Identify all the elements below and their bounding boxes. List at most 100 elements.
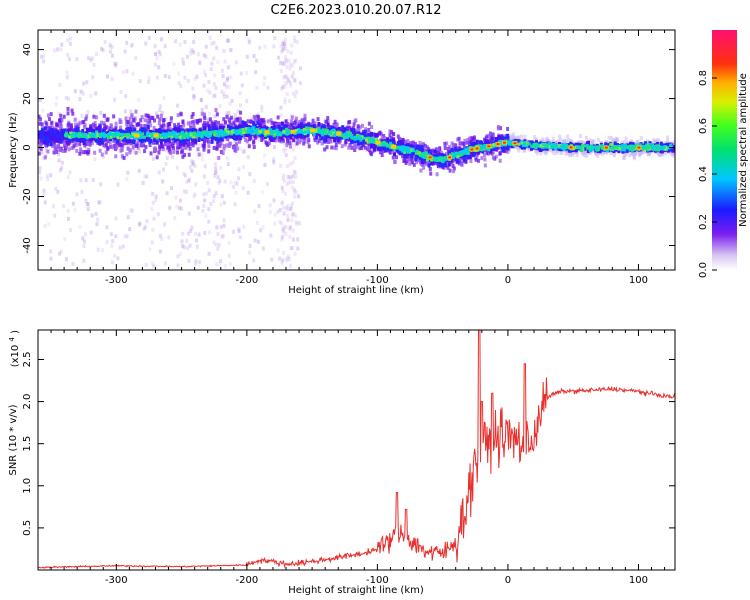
spectrogram-noise-cell — [87, 56, 91, 61]
spectrogram-cell — [447, 147, 451, 152]
spectrogram-cell — [452, 148, 456, 153]
spectrogram-noise-cell — [41, 156, 45, 161]
spectrogram-cell — [487, 134, 491, 139]
spectrogram-cell — [143, 118, 147, 123]
spectrogram-cell — [44, 120, 48, 125]
spectrogram-cell — [278, 134, 282, 139]
spectrogram-noise-cell — [191, 86, 195, 91]
spectrogram-cell — [126, 127, 130, 132]
spectrogram-cell — [159, 113, 163, 118]
spectrogram-cell — [430, 161, 434, 166]
spectrogram-noise-cell — [266, 85, 270, 90]
spectrogram-noise-cell — [97, 200, 101, 205]
spectrogram-noise-cell — [292, 189, 296, 194]
spectrogram-noise-cell — [101, 48, 105, 53]
spectrogram-cell — [299, 133, 303, 138]
spectrogram-cell — [474, 142, 478, 147]
spectrogram-cell — [176, 113, 180, 118]
spectrogram-noise-cell — [287, 78, 291, 83]
spectrogram-cell — [353, 119, 357, 124]
spectrogram-cell — [299, 138, 303, 143]
spectrogram-cell — [87, 150, 91, 155]
spectrogram-cell — [366, 147, 370, 152]
spectrogram-cell — [427, 163, 431, 168]
spectrogram-noise-cell — [236, 176, 240, 181]
spectrogram-noise-cell — [212, 240, 216, 245]
spectrogram-noise-cell — [280, 235, 284, 240]
spectrogram-cell — [191, 120, 195, 125]
spectrogram-cell — [47, 139, 51, 144]
spectrogram-cell — [306, 140, 310, 145]
spectrogram-cell — [440, 163, 444, 168]
spectrogram-cell — [158, 146, 162, 151]
spectrogram-noise-cell — [233, 180, 237, 185]
spectrogram-cell — [418, 146, 422, 151]
spectrogram-noise-cell — [282, 43, 286, 48]
spectrogram-noise-cell — [297, 194, 301, 199]
spectrogram-noise-cell — [212, 82, 216, 87]
spectrogram-noise-cell — [269, 233, 273, 238]
spectrogram-noise-cell — [291, 211, 295, 216]
spectrogram-noise-cell — [228, 48, 232, 53]
spectrogram-cell — [328, 138, 332, 143]
spectrogram-cell — [353, 148, 357, 153]
spectrogram-cell — [215, 145, 219, 150]
spectrogram-cell — [166, 141, 170, 146]
spectrogram-cell — [560, 150, 564, 155]
spectrogram-noise-cell — [176, 263, 180, 268]
spectrogram-cell — [201, 123, 205, 128]
spectrogram-noise-cell — [281, 258, 285, 263]
spectrogram-noise-cell — [293, 170, 297, 175]
spectrogram-cell — [236, 146, 240, 151]
spectrogram-noise-cell — [46, 177, 50, 182]
spectrogram-cell — [38, 133, 41, 138]
spectrogram-noise-cell — [262, 81, 266, 86]
spectrogram-cell — [462, 158, 466, 163]
spectrogram-noise-cell — [75, 192, 79, 197]
spectrogram-cell — [323, 138, 327, 143]
spectrogram-cell — [181, 119, 185, 124]
spectrogram-cell — [136, 145, 140, 150]
spectrogram-noise-cell — [192, 50, 196, 55]
spectrogram-cell — [238, 138, 242, 143]
spectrogram-noise-cell — [270, 257, 274, 262]
spectrogram-noise-cell — [281, 226, 285, 231]
spectrogram-cell — [539, 151, 543, 156]
spectrogram-cell — [96, 129, 100, 134]
spectrogram-cell — [49, 142, 53, 147]
spectrogram-noise-cell — [207, 251, 211, 256]
spectrogram-cell — [38, 151, 41, 156]
spectrogram-cell — [410, 154, 414, 159]
spectrogram-cell — [639, 150, 643, 155]
spectrogram-noise-cell — [89, 93, 93, 98]
spectrogram-cell — [427, 160, 431, 165]
spectrogram-noise-cell — [202, 203, 206, 208]
spectrogram-cell — [200, 111, 204, 116]
spectrogram-noise-cell — [137, 222, 141, 227]
spectrogram-noise-cell — [288, 206, 292, 211]
spectrogram-cell — [234, 148, 238, 153]
spectrogram-noise-cell — [108, 49, 112, 54]
spectrogram-cell — [337, 127, 341, 132]
spectrogram-noise-cell — [156, 212, 160, 217]
spectrogram-noise-cell — [155, 56, 159, 61]
spectrogram-noise-cell — [241, 186, 245, 191]
spectrogram-noise-cell — [296, 246, 300, 251]
spectrogram-noise-cell — [116, 182, 120, 187]
spectrogram-cell — [103, 123, 107, 128]
spectrogram-noise-cell — [283, 141, 287, 146]
spectrogram-noise-cell — [145, 219, 149, 224]
spectrogram-noise-cell — [98, 200, 102, 205]
spectrogram-cell — [290, 122, 294, 127]
spectrogram-noise-cell — [207, 207, 211, 212]
spectrogram-noise-cell — [280, 60, 284, 65]
spectrogram-cell — [625, 148, 629, 153]
spectrogram-noise-cell — [220, 120, 224, 125]
spectrogram-noise-cell — [289, 204, 293, 209]
spectrogram-noise-cell — [212, 199, 216, 204]
spectrogram-cell — [333, 119, 337, 124]
spectrogram-cell — [431, 151, 435, 156]
spectrogram-noise-cell — [227, 38, 231, 43]
spectrogram-noise-cell — [263, 44, 267, 49]
spectrogram-noise-cell — [292, 180, 296, 185]
